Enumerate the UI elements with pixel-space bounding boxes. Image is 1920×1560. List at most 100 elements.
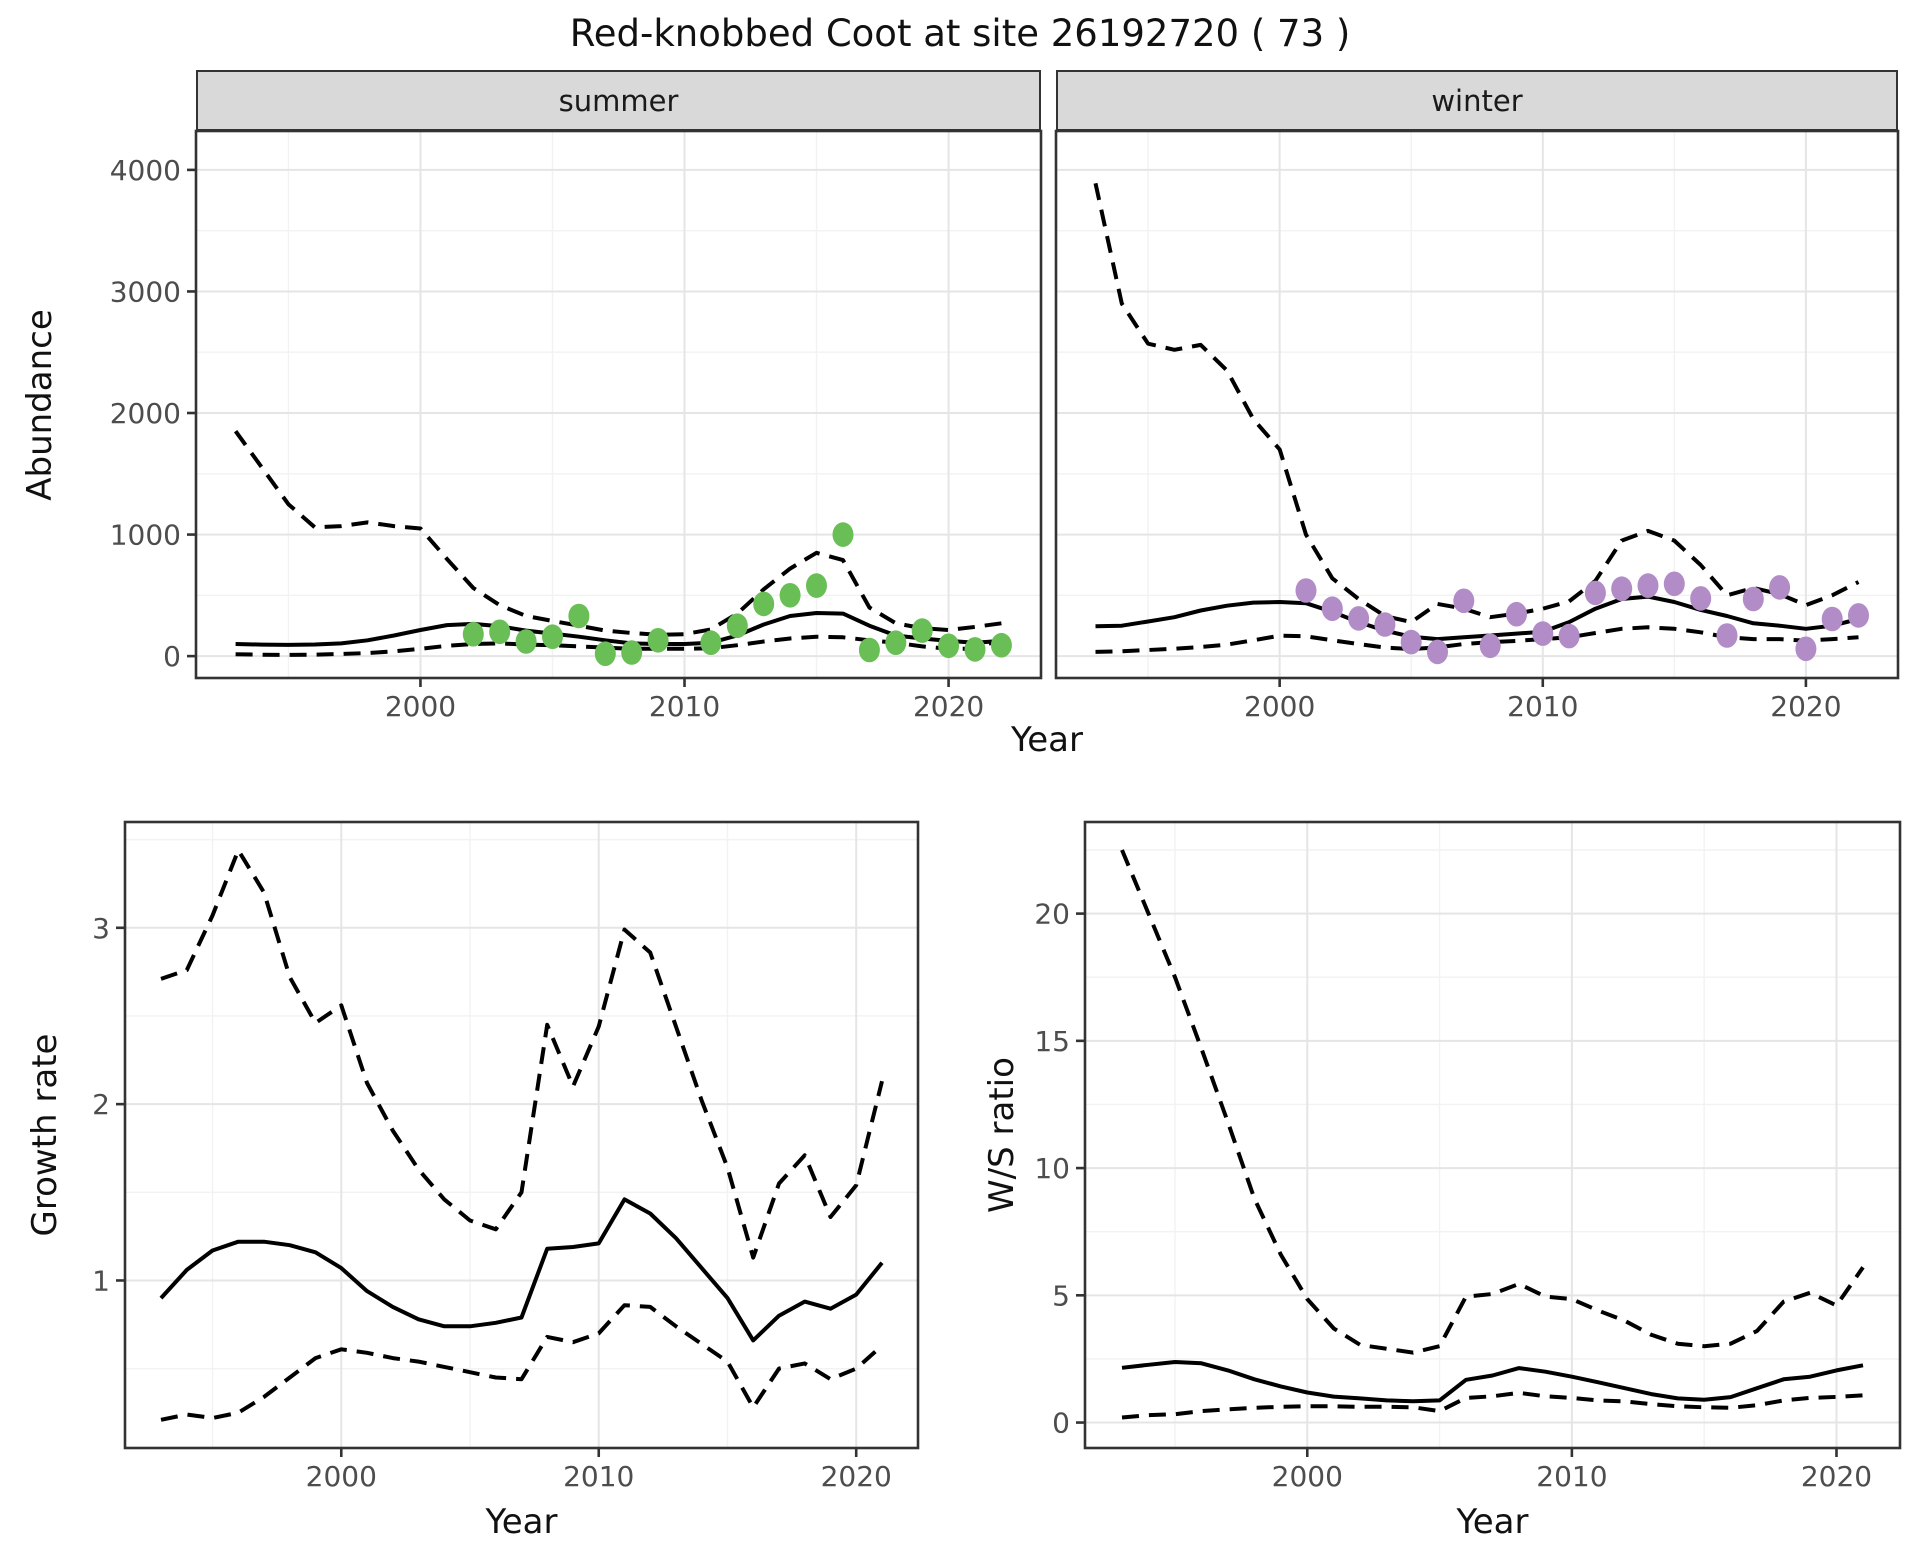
mean-line bbox=[235, 611, 1002, 647]
data-point bbox=[1321, 596, 1343, 621]
data-point bbox=[1690, 586, 1712, 611]
x-tick-label: 2020 bbox=[1770, 690, 1841, 723]
x-axis-title-top: Year bbox=[1011, 720, 1083, 760]
data-point bbox=[1821, 606, 1843, 632]
y-tick-label: 3000 bbox=[110, 275, 181, 308]
data-point bbox=[1584, 580, 1606, 606]
data-point bbox=[1453, 588, 1475, 614]
upper-ci-line bbox=[1093, 182, 1860, 625]
data-point bbox=[911, 618, 933, 643]
y-tick-label: 5 bbox=[1052, 1279, 1070, 1312]
mean-line bbox=[159, 1197, 884, 1343]
x-tick-label: 2010 bbox=[563, 1460, 634, 1493]
facet-strip-summer-label: summer bbox=[558, 83, 679, 118]
data-point bbox=[542, 624, 563, 649]
lower-ci-line bbox=[235, 634, 1003, 657]
upper-ci-line bbox=[233, 430, 1002, 637]
x-tick-label: 2020 bbox=[821, 1460, 892, 1493]
data-point bbox=[489, 619, 511, 645]
panel-border bbox=[194, 129, 1043, 680]
data-point bbox=[1374, 612, 1396, 637]
page-title: Red-knobbed Coot at site 26192720 ( 73 ) bbox=[569, 12, 1351, 55]
x-tick-label: 2020 bbox=[1801, 1460, 1872, 1493]
data-point bbox=[779, 583, 801, 608]
data-point bbox=[462, 621, 484, 647]
mean-line bbox=[1121, 1360, 1864, 1404]
data-point bbox=[938, 633, 960, 659]
data-point bbox=[1637, 573, 1659, 598]
data-point bbox=[1611, 576, 1633, 601]
data-point bbox=[515, 629, 537, 654]
x-tick-label: 2010 bbox=[1536, 1460, 1607, 1493]
data-point bbox=[806, 573, 827, 598]
panel-abundance_winter: 2000 2010 2020 bbox=[1054, 129, 1900, 723]
panel-growth_rate: 2000 2010 2020 1 2 3 bbox=[92, 820, 920, 1493]
panel-bg bbox=[1056, 131, 1898, 678]
panel-border bbox=[123, 820, 920, 1450]
mean-line bbox=[1095, 594, 1859, 642]
data-point bbox=[1558, 623, 1580, 649]
facet-strip-winter-label: winter bbox=[1431, 83, 1523, 118]
panel-abundance_summer: 2000 2010 2020 0 1000 2000 3000 4000 bbox=[110, 129, 1043, 723]
y-tick-label: 0 bbox=[1052, 1407, 1070, 1440]
data-point bbox=[1795, 636, 1817, 662]
y-tick-label: 1 bbox=[92, 1264, 110, 1297]
panel-ws_ratio: 2000 2010 2020 0 5 10 15 20 bbox=[1034, 820, 1902, 1493]
y-axis-title-abundance: Abundance bbox=[20, 309, 60, 501]
upper-ci-line bbox=[160, 848, 884, 1260]
x-axis-title-bottom-left: Year bbox=[485, 1502, 558, 1542]
data-point bbox=[1479, 633, 1501, 659]
y-tick-label: 10 bbox=[1034, 1152, 1070, 1185]
data-point bbox=[568, 603, 590, 629]
data-point bbox=[1506, 601, 1527, 627]
x-axis-title-bottom-right: Year bbox=[1456, 1502, 1529, 1542]
data-point bbox=[1769, 575, 1791, 600]
data-point bbox=[1427, 639, 1448, 665]
y-axis-title-ws-ratio: W/S ratio bbox=[982, 1057, 1022, 1213]
data-point bbox=[990, 632, 1012, 658]
data-point bbox=[1295, 578, 1317, 603]
panel-border bbox=[1054, 129, 1900, 680]
y-tick-label: 4000 bbox=[110, 154, 181, 187]
data-point bbox=[753, 591, 775, 617]
data-point bbox=[1400, 629, 1422, 655]
y-axis-title-growth-rate: Growth rate bbox=[25, 1033, 65, 1237]
facet-strip-summer: summer bbox=[196, 70, 1041, 131]
data-point bbox=[964, 637, 986, 662]
panel-bg bbox=[125, 822, 918, 1448]
x-tick-label: 2010 bbox=[1507, 690, 1578, 723]
data-point bbox=[885, 630, 907, 655]
y-tick-label: 20 bbox=[1034, 898, 1070, 931]
upper-ci-line bbox=[1120, 849, 1865, 1355]
panel-border bbox=[1083, 820, 1902, 1450]
facet-strip-winter: winter bbox=[1056, 70, 1898, 131]
y-tick-label: 15 bbox=[1034, 1025, 1070, 1058]
x-tick-label: 2000 bbox=[306, 1460, 377, 1493]
y-tick-label: 0 bbox=[163, 640, 181, 673]
data-point bbox=[858, 637, 880, 663]
panel-bg bbox=[1085, 822, 1900, 1448]
x-tick-label: 2000 bbox=[385, 690, 456, 723]
lower-ci-line bbox=[1095, 625, 1859, 654]
x-tick-label: 2000 bbox=[1272, 1460, 1343, 1493]
data-point bbox=[1532, 621, 1554, 646]
data-point bbox=[1348, 606, 1370, 631]
panel-bg bbox=[196, 131, 1041, 678]
lower-ci-line bbox=[160, 1303, 884, 1422]
y-tick-label: 2 bbox=[92, 1088, 110, 1121]
data-point bbox=[594, 641, 616, 666]
y-tick-label: 2000 bbox=[110, 397, 181, 430]
x-tick-label: 2020 bbox=[913, 690, 984, 723]
y-tick-label: 1000 bbox=[110, 519, 181, 552]
data-point bbox=[1663, 571, 1685, 597]
lower-ci-line bbox=[1121, 1390, 1864, 1420]
data-point bbox=[621, 640, 643, 665]
data-point bbox=[700, 630, 722, 655]
data-point bbox=[1716, 623, 1738, 648]
data-point bbox=[832, 522, 854, 547]
data-point bbox=[1742, 586, 1764, 612]
x-tick-label: 2000 bbox=[1244, 690, 1315, 723]
data-point bbox=[647, 628, 669, 653]
